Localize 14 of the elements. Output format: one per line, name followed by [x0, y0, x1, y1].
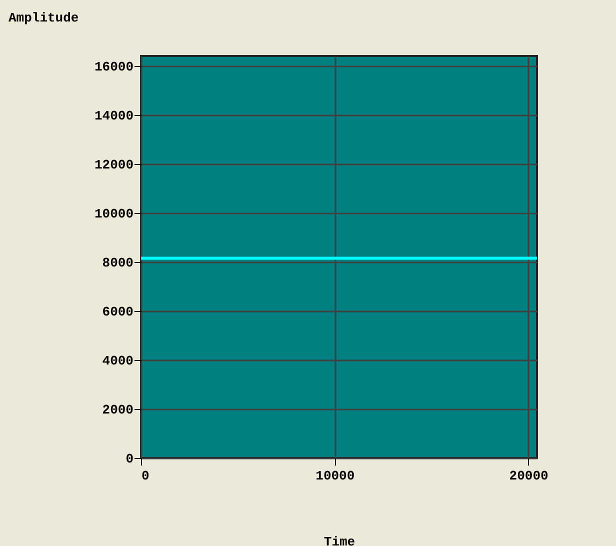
y-axis-title: Amplitude [8, 10, 79, 26]
y-tick-label: 6000 [102, 304, 134, 320]
y-tick-label: 4000 [102, 353, 134, 368]
y-tick-label: 10000 [94, 206, 134, 222]
x-tick-label: 10000 [316, 468, 355, 484]
x-tick-label: 0 [142, 468, 150, 484]
y-tick-label: 2000 [102, 402, 134, 418]
y-tick-label: 14000 [94, 108, 134, 124]
y-tick-label: 16000 [94, 59, 134, 74]
y-tick-label: 12000 [94, 157, 134, 172]
x-tick-label: 20000 [509, 468, 548, 484]
y-tick-label: 8000 [102, 255, 134, 270]
x-axis-title: Time [324, 534, 356, 546]
y-tick-label: 0 [126, 452, 134, 466]
